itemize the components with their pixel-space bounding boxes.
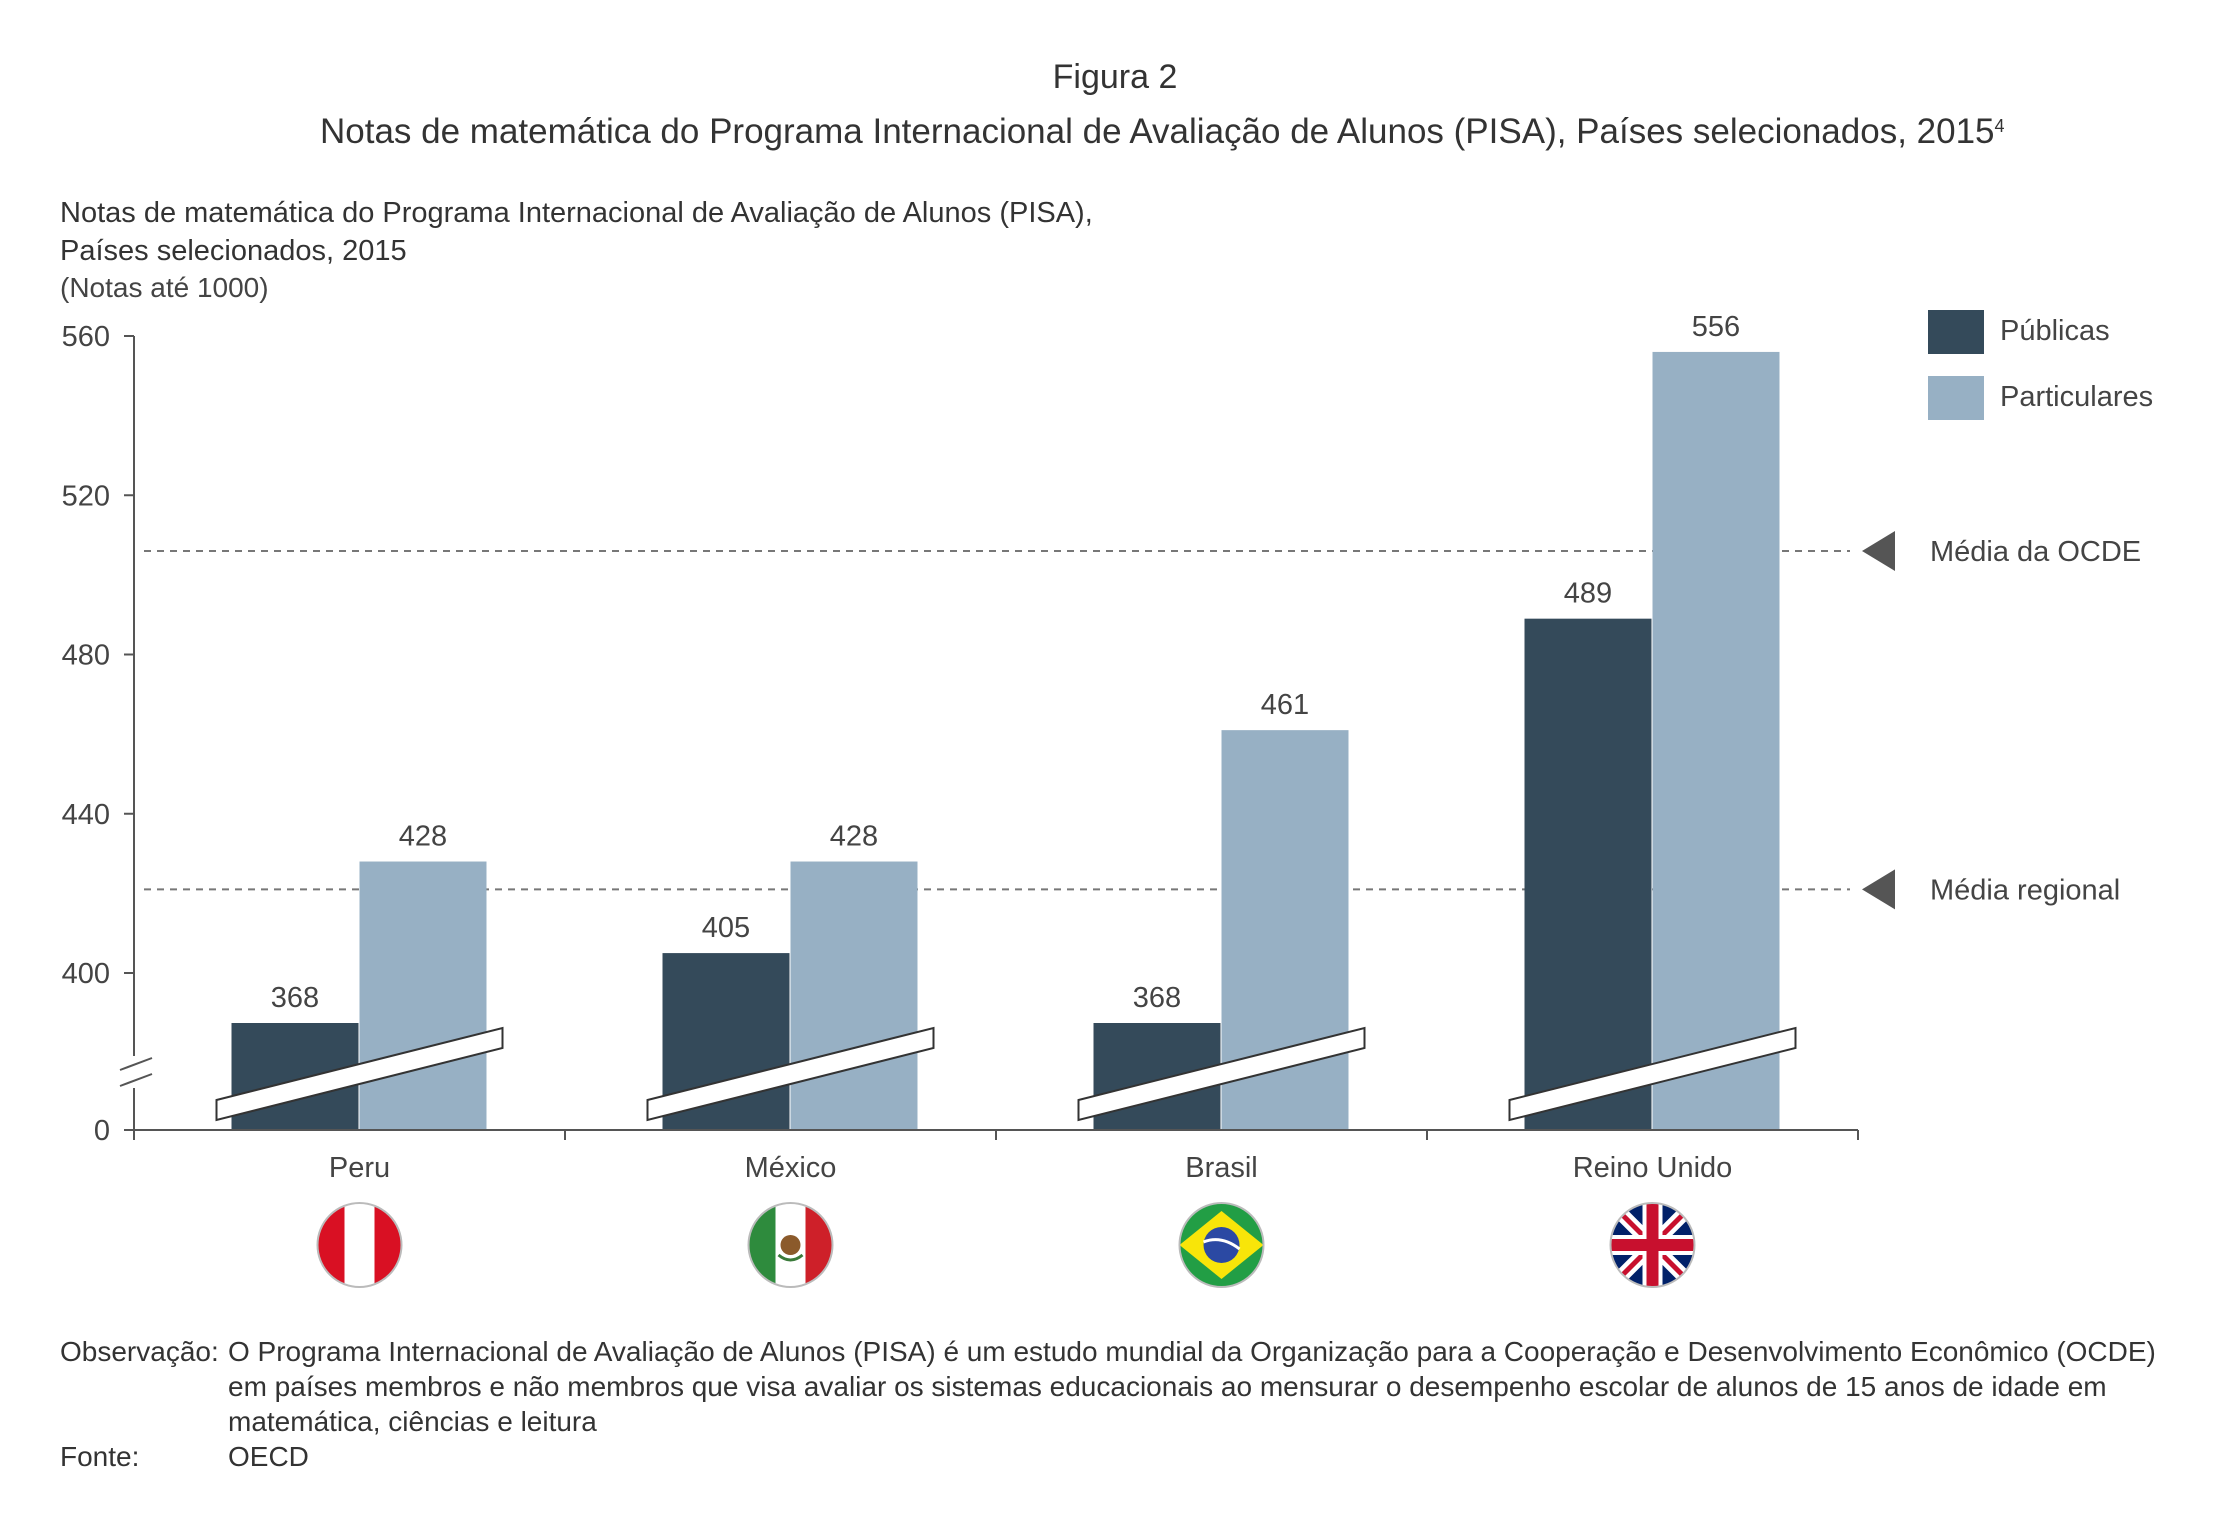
observacao-text: O Programa Internacional de Avaliação de… [228, 1336, 2156, 1437]
axis-break-mark [215, 1026, 504, 1122]
y-tick-label: 480 [62, 640, 110, 672]
data-label: 428 [830, 821, 878, 853]
x-tick-label: México [745, 1152, 837, 1184]
data-label: 461 [1261, 689, 1309, 721]
bar [1524, 618, 1652, 1130]
uk-flag-icon [1609, 1202, 1696, 1288]
reference-arrow-icon [1862, 530, 1895, 571]
axis-break-mark [1077, 1026, 1366, 1122]
observacao-row: Observação: O Programa Internacional de … [60, 1334, 2168, 1439]
fonte-text: OECD [228, 1441, 309, 1472]
y-axis-break-mark [119, 1073, 153, 1087]
data-label: 489 [1564, 578, 1612, 610]
x-tick-label: Reino Unido [1573, 1152, 1733, 1184]
legend-swatch [1928, 376, 1984, 420]
figure-number: Figura 2 [1052, 58, 1178, 96]
mexico-flag-icon [747, 1202, 834, 1288]
bar [790, 861, 918, 1130]
bar-chart: Média da OCDE Média regional 368 428 Peru 405… [62, 310, 2153, 1288]
figure-title: Notas de matemática do Programa Internac… [320, 112, 2005, 152]
y-axis-break-mark [119, 1057, 153, 1071]
bar [359, 861, 487, 1130]
brazil-flag-icon [1178, 1202, 1265, 1288]
observacao-label: Observação: [60, 1336, 219, 1367]
data-label: 368 [1133, 982, 1181, 1014]
reference-line-label: Média da OCDE [1930, 536, 2141, 568]
y-tick-label: 440 [62, 799, 110, 831]
x-tick-label: Brasil [1185, 1152, 1258, 1184]
bar [1652, 351, 1780, 1130]
y-tick-label: 520 [62, 480, 110, 512]
chart-title: Notas de matemática do Programa Internac… [60, 194, 1093, 270]
y-tick-label: 400 [62, 958, 110, 990]
figure-title-footnote: 4 [1994, 116, 2005, 136]
data-label: 556 [1692, 311, 1740, 343]
y-tick-label: 0 [94, 1115, 110, 1147]
axis-break-mark [646, 1026, 935, 1122]
chart-notes: Observação: O Programa Internacional de … [60, 1334, 2168, 1474]
reference-line-label: Média regional [1930, 874, 2120, 906]
data-label: 428 [399, 821, 447, 853]
figure-title-text: Notas de matemática do Programa Internac… [320, 112, 1995, 151]
y-tick-label: 560 [62, 321, 110, 353]
y-axis-units-label: (Notas até 1000) [60, 272, 269, 303]
chart-title-line2: Países selecionados, 2015 [60, 235, 407, 267]
x-tick-label: Peru [329, 1152, 390, 1184]
data-label: 368 [271, 982, 319, 1014]
peru-flag-icon [316, 1202, 403, 1288]
legend-label: Particulares [2000, 381, 2153, 413]
chart-title-line1: Notas de matemática do Programa Internac… [60, 197, 1093, 229]
data-label: 405 [702, 912, 750, 944]
fonte-row: Fonte: OECD [60, 1439, 2168, 1474]
legend-swatch [1928, 310, 1984, 354]
axis-break-mark [1508, 1026, 1797, 1122]
legend-label: Públicas [2000, 315, 2110, 347]
reference-arrow-icon [1862, 869, 1895, 910]
fonte-label: Fonte: [60, 1441, 140, 1472]
